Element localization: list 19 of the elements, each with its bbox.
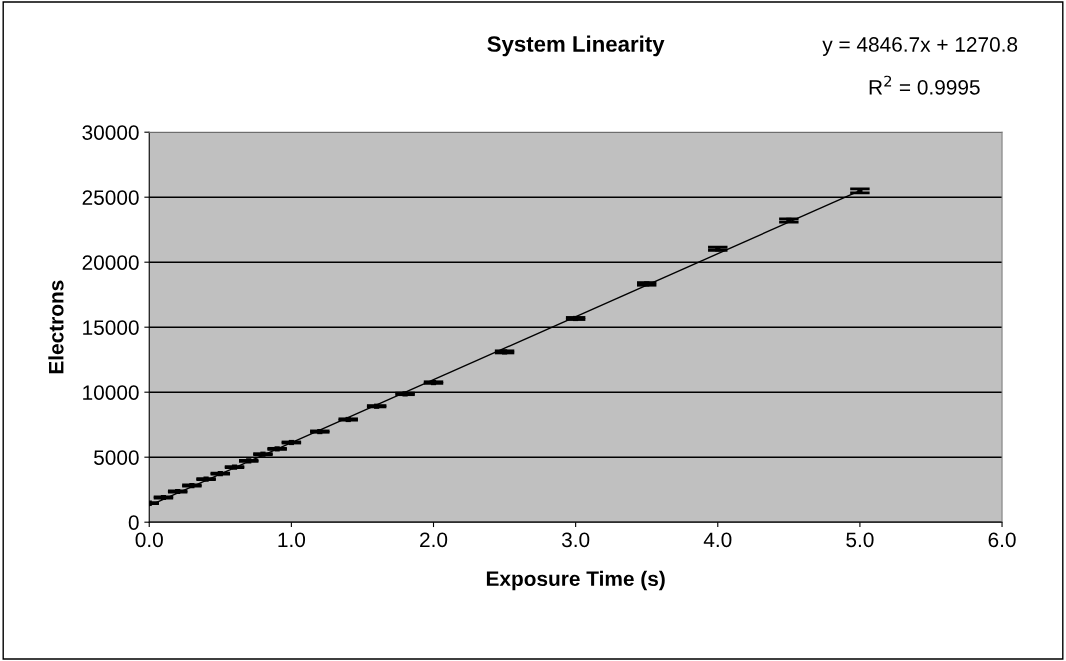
y-tick-label: 20000 bbox=[82, 255, 139, 270]
x-tick-label: 0.0 bbox=[135, 532, 163, 548]
x-axis-title: Exposure Time (s) bbox=[486, 570, 665, 591]
y-tick-label: 25000 bbox=[82, 190, 139, 205]
x-tick-label: 1.0 bbox=[278, 532, 306, 548]
x-tick-label: 4.0 bbox=[703, 532, 732, 548]
x-tick-label: 3.0 bbox=[561, 532, 590, 548]
x-tick-label: 6.0 bbox=[988, 532, 1016, 548]
y-tick-label: 0 bbox=[128, 515, 139, 530]
x-tick-label: 5.0 bbox=[846, 532, 874, 548]
y-axis-title: Electrons bbox=[48, 280, 64, 374]
text: R$^{2}$ = 0.9995 bbox=[869, 75, 980, 95]
x-tick-label: 2.0 bbox=[420, 532, 448, 548]
y-tick-label: 10000 bbox=[83, 385, 139, 400]
chart-title: System Linearity bbox=[487, 35, 665, 57]
text: y = 4846.7x + 1270.8 bbox=[822, 37, 1018, 56]
y-tick-label: 5000 bbox=[94, 450, 139, 465]
y-tick-label: 30000 bbox=[82, 125, 139, 140]
y-tick-label: 15000 bbox=[83, 320, 139, 335]
